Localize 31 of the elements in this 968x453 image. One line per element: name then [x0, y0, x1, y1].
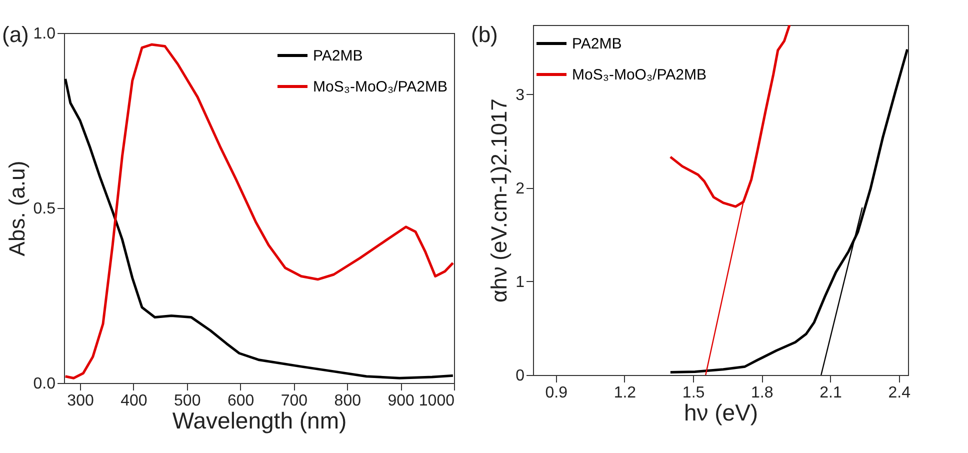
x-axis-title: hν (eV)	[684, 400, 758, 426]
y-tick-label: 0.0	[33, 376, 56, 392]
x-tick-label: 400	[120, 392, 148, 410]
x-tick-label: 2.4	[888, 384, 911, 402]
legend-label: PA2MB	[313, 48, 363, 64]
x-tick-label: 700	[280, 392, 308, 410]
x-tick-label: 1.5	[682, 384, 705, 402]
x-tick-label: 300	[67, 392, 94, 410]
legend-label: MoS₃-MoO₃/PA2MB	[572, 66, 706, 84]
y-tick-label: 1.0	[33, 26, 56, 42]
x-axis-title: Wavelength (nm)	[172, 408, 347, 434]
y-axis-title: αhν (eV.cm-1)2.1017	[486, 98, 512, 302]
x-tick-label: 0.9	[545, 384, 568, 402]
x-tick-label: 2.1	[820, 384, 842, 402]
x-tick-label: 800	[334, 392, 362, 410]
x-tick-label: 900	[388, 392, 415, 410]
legend-label: MoS₃-MoO₃/PA2MB	[313, 78, 448, 96]
x-tick-label: 600	[227, 392, 254, 410]
y-tick-label: 2	[516, 180, 525, 198]
y-tick-label: 1	[516, 274, 525, 291]
y-tick-label: 3	[516, 86, 525, 104]
chart-title: (b)	[471, 22, 498, 47]
y-tick-label: 0	[516, 368, 525, 384]
x-tick-label: 1000	[418, 392, 455, 410]
x-tick-label: 1.8	[751, 384, 774, 402]
x-tick-label: 500	[174, 392, 201, 410]
x-tick-label: 1.2	[614, 384, 636, 402]
chart-title: (a)	[2, 22, 29, 47]
legend-label: PA2MB	[572, 36, 622, 52]
y-axis-title: Abs. (a.u)	[4, 160, 30, 256]
y-tick-label: 0.5	[33, 200, 56, 218]
